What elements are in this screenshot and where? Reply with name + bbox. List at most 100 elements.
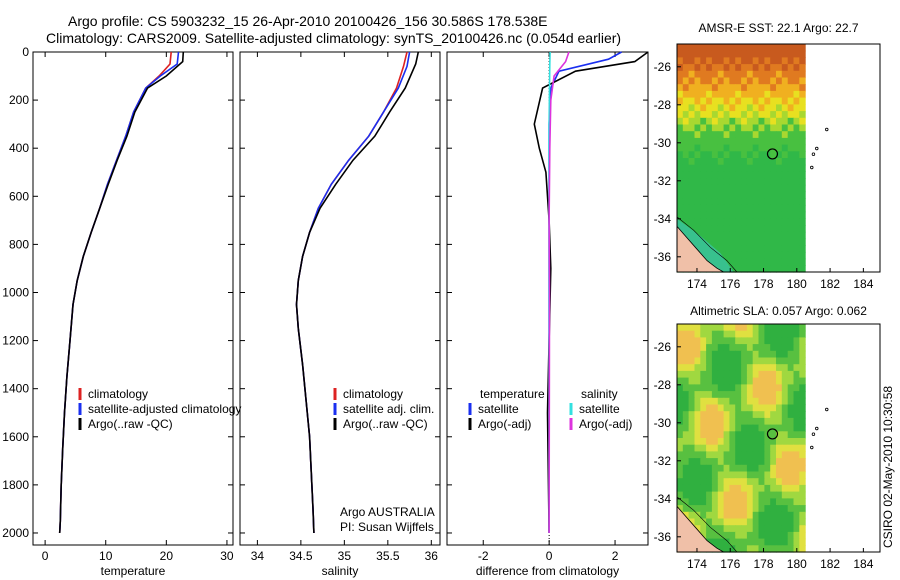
heatmap-cell: [781, 191, 789, 199]
heatmap-cell: [799, 357, 806, 365]
heatmap-cell: [781, 370, 789, 379]
heatmap-cell: [770, 84, 777, 92]
heatmap-cell: [688, 84, 695, 92]
heatmap-cell: [787, 337, 795, 345]
heatmap-cell: [764, 417, 771, 426]
heatmap-cell: [776, 191, 783, 199]
heatmap-cell: [752, 438, 760, 446]
figure-title-line2: Climatology: CARS2009. Satellite-adjuste…: [46, 30, 621, 46]
heatmap-cell: [723, 151, 730, 159]
heatmap-cell: [688, 57, 695, 65]
heatmap-cell: [793, 357, 800, 365]
heatmap-cell: [781, 478, 789, 486]
island-marker: [815, 426, 819, 431]
heatmap-cell: [694, 364, 701, 372]
island-marker: [815, 146, 819, 151]
heatmap-cell: [781, 417, 789, 426]
heatmap-cell: [735, 464, 742, 473]
heatmap-cell: [764, 204, 771, 213]
heatmap-cell: [776, 478, 783, 486]
heatmap-cell: [770, 404, 777, 412]
y-tick-label: 0: [22, 45, 29, 59]
heatmap-cell: [735, 50, 742, 58]
figure-title-line1: Argo profile: CS 5903232_15 26-Apr-2010 …: [68, 13, 548, 29]
heatmap-cell: [729, 57, 736, 65]
heatmap-cell: [770, 364, 777, 372]
heatmap-cell: [717, 211, 725, 219]
heatmap-cell: [735, 518, 742, 526]
heatmap-cell: [729, 258, 736, 266]
heatmap-cell: [752, 337, 760, 345]
heatmap-cell: [781, 171, 789, 179]
heatmap-cell: [793, 218, 800, 226]
heatmap-cell: [781, 137, 789, 146]
heatmap-cell: [752, 458, 760, 466]
heatmap-cell: [700, 184, 707, 193]
heatmap-cell: [735, 384, 742, 392]
heatmap-cell: [682, 324, 690, 332]
heatmap-cell: [717, 90, 725, 99]
y-tick-label: 400: [9, 141, 29, 155]
heatmap-cell: [711, 484, 719, 493]
temperature-panel: 0 10 20 30020040060080010001200140016001800…: [2, 45, 241, 578]
heatmap-cell: [752, 411, 760, 419]
heatmap-cell: [758, 245, 765, 253]
heatmap-cell: [787, 97, 795, 105]
heatmap-cell: [688, 491, 695, 499]
heatmap-cell: [781, 511, 789, 520]
heatmap-cell: [735, 458, 742, 466]
x-tick-label: 184: [853, 557, 873, 571]
heatmap-cell: [706, 384, 713, 392]
heatmap-cell: [729, 364, 736, 372]
map-frame: [676, 43, 881, 273]
heatmap-cell: [752, 111, 760, 119]
heatmap-cell: [758, 391, 765, 399]
heatmap-cell: [711, 397, 719, 406]
heatmap-cell: [677, 498, 684, 506]
island-marker: [810, 165, 814, 170]
x-tick-label: 174: [687, 277, 707, 291]
heatmap-cell: [717, 204, 725, 213]
heatmap-cell: [746, 57, 754, 65]
legend-label: Argo(..raw -QC): [88, 417, 173, 431]
heatmap-cell: [694, 77, 701, 85]
heatmap-cell: [688, 111, 695, 119]
heatmap-cell: [700, 144, 707, 152]
heatmap-cell: [746, 438, 754, 446]
y-tick-label: 1400: [2, 382, 29, 396]
y-tick-label: 1800: [2, 478, 29, 492]
x-tick-label: 2: [612, 549, 619, 563]
heatmap-cell: [746, 484, 754, 493]
heatmap-cell: [729, 265, 736, 273]
heatmap-cell: [677, 404, 684, 412]
series-line: [295, 51, 420, 534]
heatmap-cell: [752, 218, 760, 226]
heatmap-cell: [758, 84, 765, 92]
heatmap-cell: [682, 137, 690, 146]
heatmap-cell: [764, 370, 771, 379]
heatmap-cell: [799, 70, 806, 79]
heatmap-cell: [746, 464, 754, 473]
heatmap-cell: [677, 324, 684, 332]
heatmap-cell: [700, 404, 707, 412]
heatmap-cell: [746, 84, 754, 92]
legend-label: satellite-adjusted climatology: [88, 402, 241, 416]
heatmap-cell: [717, 471, 725, 479]
x-tick-label: 20: [160, 549, 174, 563]
heatmap-cell: [677, 198, 684, 206]
heatmap-cell: [700, 491, 707, 499]
heatmap-cell: [706, 458, 713, 466]
heatmap-cell: [711, 357, 719, 365]
heatmap-cell: [729, 164, 736, 172]
heatmap-cell: [781, 211, 789, 219]
heatmap-cell: [764, 70, 771, 79]
heatmap-cell: [706, 70, 713, 79]
heatmap-cell: [776, 111, 783, 119]
heatmap-cell: [793, 417, 800, 426]
heatmap-cell: [758, 44, 765, 52]
heatmap-cell: [793, 404, 800, 412]
heatmap-cell: [776, 411, 783, 419]
heatmap-cell: [746, 330, 754, 338]
y-tick-label: -36: [654, 530, 672, 544]
heatmap-cell: [682, 211, 690, 219]
